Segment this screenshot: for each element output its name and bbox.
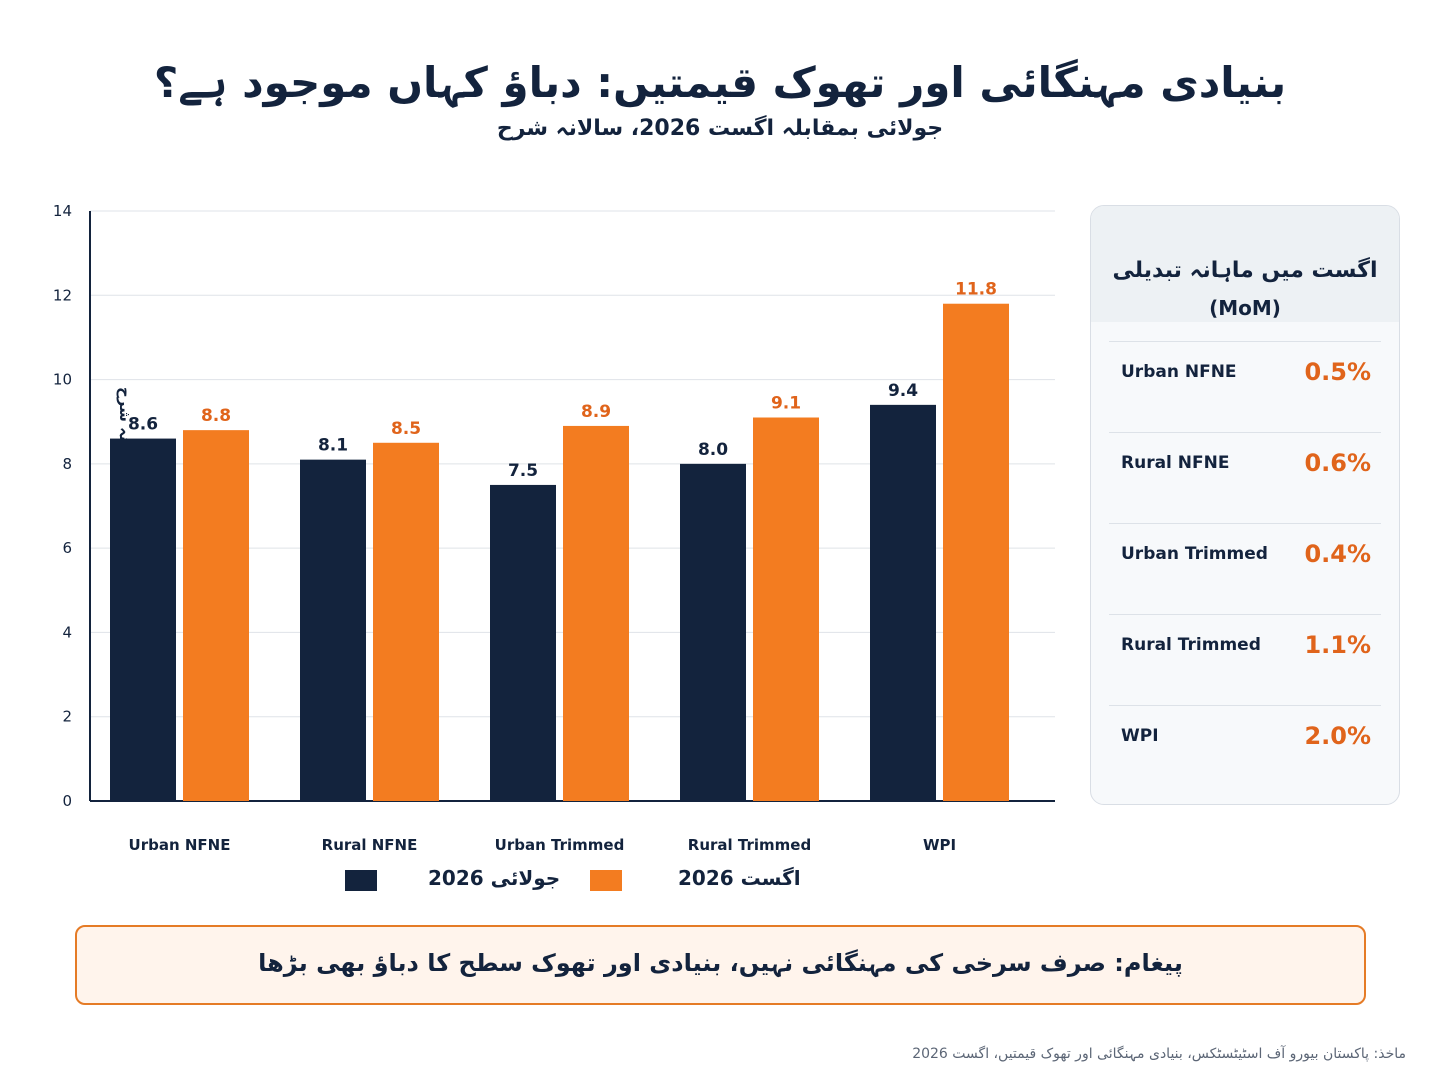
y-tick-label: 14 bbox=[53, 202, 72, 220]
y-tick-label: 10 bbox=[53, 371, 72, 389]
x-tick-label: WPI bbox=[923, 836, 956, 854]
x-tick-label: Urban NFNE bbox=[129, 836, 231, 854]
mom-row-value: 0.5% bbox=[1304, 358, 1371, 386]
legend-label-july: جولائی 2026 bbox=[428, 866, 561, 890]
bar-value-label: 8.1 bbox=[318, 436, 348, 456]
key-message-box: پیغام: صرف سرخی کی مہنگائی نہیں، بنیادی … bbox=[75, 925, 1366, 1005]
mom-row: Rural NFNE 0.6% bbox=[1109, 432, 1381, 524]
chart-title: بنیادی مہنگائی اور تھوک قیمتیں: دباؤ کہا… bbox=[153, 58, 1287, 107]
key-message-text: پیغام: صرف سرخی کی مہنگائی نہیں، بنیادی … bbox=[258, 949, 1183, 977]
y-tick-label: 2 bbox=[62, 708, 72, 726]
bar-value-label: 11.8 bbox=[955, 280, 997, 300]
bar-value-label: 8.9 bbox=[581, 402, 611, 422]
y-tick-label: 8 bbox=[62, 455, 72, 473]
bar-value-label: 8.0 bbox=[698, 440, 728, 460]
bar-value-label: 7.5 bbox=[508, 461, 538, 481]
y-tick-label: 6 bbox=[62, 539, 72, 557]
bar-august bbox=[753, 417, 819, 801]
bar-value-label: 8.5 bbox=[391, 419, 421, 439]
bar-august bbox=[563, 425, 629, 801]
mom-change-panel: اگست میں ماہانہ تبدیلی (MoM) Urban NFNE … bbox=[1090, 205, 1400, 805]
mom-row-value: 0.6% bbox=[1304, 449, 1371, 477]
mom-row-label: Rural Trimmed bbox=[1121, 635, 1261, 655]
bar-july bbox=[110, 438, 176, 801]
mom-panel-title-tag: (MoM) bbox=[1209, 296, 1281, 320]
bar-july bbox=[490, 484, 556, 801]
mom-row-label: Urban Trimmed bbox=[1121, 544, 1268, 564]
bar-august bbox=[183, 430, 249, 801]
bar-value-label: 9.4 bbox=[888, 381, 918, 401]
mom-row-label: Rural NFNE bbox=[1121, 453, 1230, 473]
mom-row: Urban Trimmed 0.4% bbox=[1109, 523, 1381, 615]
mom-row: Rural Trimmed 1.1% bbox=[1109, 614, 1381, 706]
mom-panel-header bbox=[1091, 206, 1399, 322]
mom-row: WPI 2.0% bbox=[1109, 705, 1381, 797]
x-tick-label: Rural Trimmed bbox=[688, 836, 811, 854]
legend-swatch-july bbox=[345, 870, 377, 891]
bar-august bbox=[943, 303, 1009, 801]
bar-august bbox=[373, 442, 439, 801]
bar-july bbox=[680, 463, 746, 801]
x-tick-label: Urban Trimmed bbox=[495, 836, 625, 854]
y-tick-label: 0 bbox=[62, 792, 72, 810]
mom-panel-title: اگست میں ماہانہ تبدیلی bbox=[1112, 258, 1378, 283]
bar-value-label: 9.1 bbox=[771, 394, 801, 414]
bar-july bbox=[870, 404, 936, 801]
chart-subtitle: جولائی بمقابلہ اگست 2026، سالانہ شرح bbox=[496, 116, 944, 141]
mom-row-value: 1.1% bbox=[1304, 631, 1371, 659]
y-tick-label: 12 bbox=[53, 286, 72, 304]
bar-value-label: 8.8 bbox=[201, 406, 231, 426]
legend-swatch-august bbox=[590, 870, 622, 891]
y-tick-label: 4 bbox=[62, 623, 72, 641]
bar-july bbox=[300, 459, 366, 801]
x-tick-label: Rural NFNE bbox=[322, 836, 418, 854]
legend-label-august: اگست 2026 bbox=[678, 866, 801, 890]
bar-value-label: 8.6 bbox=[128, 415, 158, 435]
source-note: ماخذ: پاکستان بیورو آف اسٹیٹسٹکس، بنیادی… bbox=[912, 1046, 1406, 1062]
mom-row-label: Urban NFNE bbox=[1121, 362, 1237, 382]
mom-row-value: 0.4% bbox=[1304, 540, 1371, 568]
mom-row-value: 2.0% bbox=[1304, 722, 1371, 750]
mom-row-label: WPI bbox=[1121, 726, 1159, 746]
chart-legend: جولائی 2026 اگست 2026 bbox=[0, 862, 1090, 898]
mom-row: Urban NFNE 0.5% bbox=[1109, 341, 1381, 433]
